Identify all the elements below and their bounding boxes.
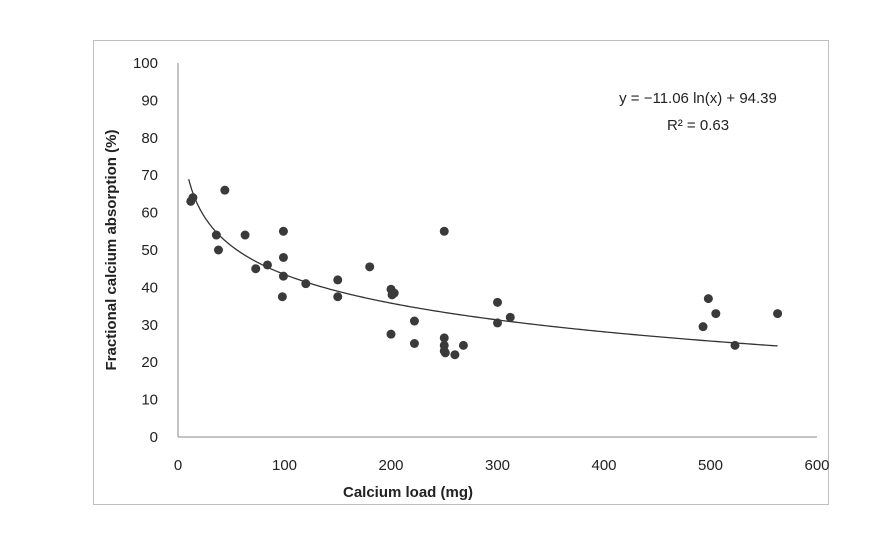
data-point <box>278 252 288 262</box>
data-point <box>211 230 221 240</box>
x-tick-label: 600 <box>804 457 829 474</box>
data-point <box>333 292 343 302</box>
trendline <box>188 179 778 347</box>
data-point <box>493 318 502 328</box>
data-point <box>493 297 502 307</box>
y-tick-label: 20 <box>141 354 158 371</box>
data-point <box>278 271 288 281</box>
chart-frame <box>93 40 829 505</box>
data-point <box>409 339 419 348</box>
data-point <box>711 309 721 319</box>
data-point <box>409 316 419 326</box>
data-point <box>277 292 287 302</box>
x-tick-label: 200 <box>378 457 403 474</box>
data-point <box>278 226 288 236</box>
data-point <box>240 230 250 240</box>
data-point <box>365 262 375 272</box>
x-axis-title: Calcium load (mg) <box>343 484 473 501</box>
data-points <box>186 185 783 360</box>
data-point <box>440 348 450 358</box>
y-tick-label: 30 <box>141 317 158 334</box>
r-squared-label: R² = 0.63 <box>667 117 729 134</box>
data-point <box>439 226 449 236</box>
data-point <box>262 260 272 270</box>
data-point <box>773 309 783 319</box>
data-point <box>301 279 311 289</box>
data-point <box>213 245 223 255</box>
data-point <box>439 333 449 343</box>
data-point <box>698 322 708 332</box>
data-point <box>251 264 261 274</box>
y-tick-label: 90 <box>141 92 158 109</box>
data-point <box>450 350 460 360</box>
data-point <box>458 340 468 350</box>
data-point <box>505 312 515 322</box>
x-tick-label: 100 <box>272 457 297 474</box>
data-point <box>389 288 399 298</box>
axes <box>177 63 817 438</box>
data-point <box>730 340 740 350</box>
data-point <box>386 329 396 339</box>
x-tick-label: 300 <box>485 457 510 474</box>
x-tick-labels: 0 100 200 300 400 500 600 <box>174 457 830 474</box>
y-axis-title: Fractional calcium absorption (%) <box>103 130 120 371</box>
x-tick-label: 500 <box>698 457 723 474</box>
y-tick-labels: 0 10 20 30 40 50 60 70 80 90 100 <box>133 55 158 446</box>
y-tick-label: 100 <box>133 55 158 72</box>
y-tick-label: 80 <box>141 130 158 147</box>
y-tick-label: 40 <box>141 279 158 296</box>
data-point <box>188 193 198 203</box>
y-tick-label: 60 <box>141 205 158 222</box>
y-tick-label: 70 <box>141 167 158 184</box>
y-tick-label: 10 <box>141 392 158 409</box>
data-point <box>333 275 343 285</box>
trendline-equation: y = −11.06 ln(x) + 94.39 <box>619 90 777 107</box>
y-tick-label: 0 <box>150 429 158 446</box>
x-tick-label: 0 <box>174 457 182 474</box>
y-tick-label: 50 <box>141 242 158 259</box>
data-point <box>703 294 713 304</box>
x-tick-label: 400 <box>591 457 616 474</box>
data-point <box>220 185 230 195</box>
